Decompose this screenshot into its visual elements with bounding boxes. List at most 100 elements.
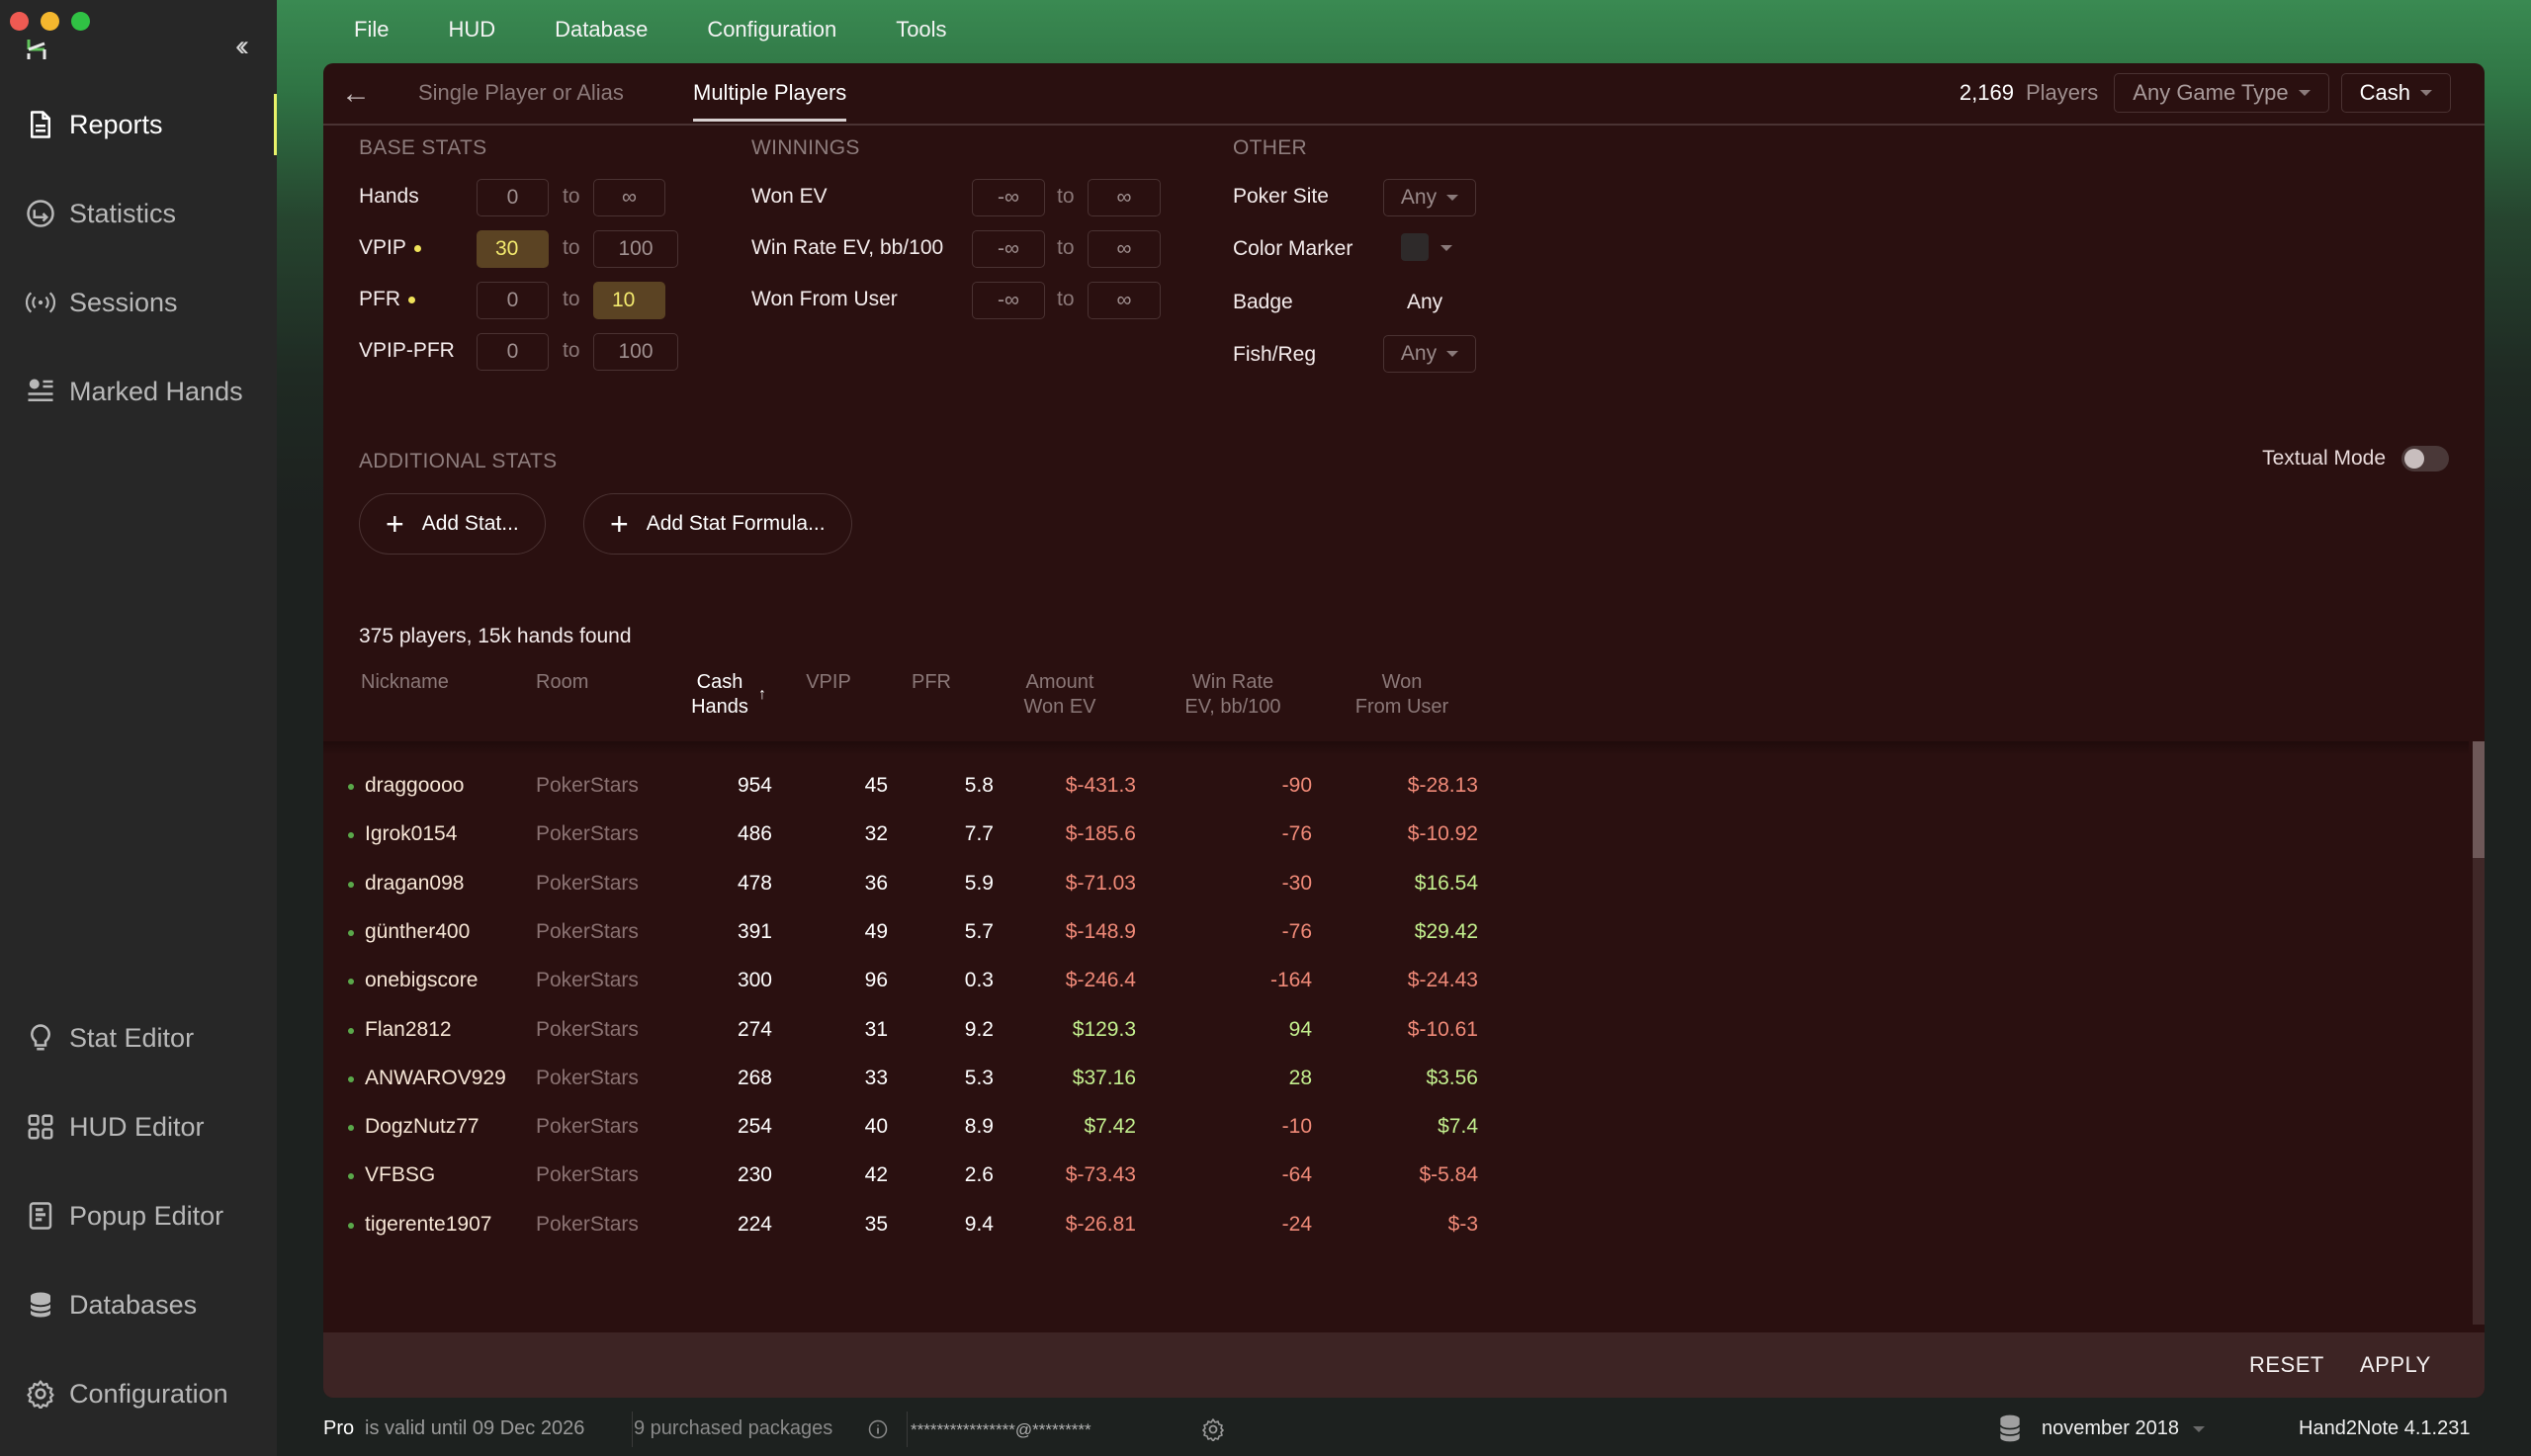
hands-to-input[interactable]: ∞ xyxy=(593,179,665,216)
room-cell: PokerStars xyxy=(536,969,639,992)
pfr-cell: 9.4 xyxy=(964,1212,994,1236)
back-arrow-icon[interactable]: ← xyxy=(341,77,371,110)
tab-single-player[interactable]: Single Player or Alias xyxy=(418,80,624,105)
game-type-dropdown[interactable]: Any Game Type xyxy=(2114,73,2329,113)
divider xyxy=(632,1412,633,1447)
caret-down-icon xyxy=(1440,245,1452,251)
won-from-user-cell: $7.4 xyxy=(1438,1115,1478,1139)
table-row[interactable]: günther400 PokerStars 391 49 5.7 $-148.9 -76 $2… xyxy=(323,907,1806,956)
sidebar-item-sessions[interactable]: Sessions xyxy=(0,270,277,335)
column-header-cash-hands[interactable]: Cash Hands xyxy=(685,670,754,720)
badge-selector[interactable]: Any xyxy=(1407,291,1443,313)
color-marker-label: Color Marker xyxy=(1233,237,1353,260)
table-row[interactable]: Igrok0154 PokerStars 486 32 7.7 $-185.6 -76 $-1… xyxy=(323,810,1806,858)
statistics-icon xyxy=(27,200,54,227)
column-header-win-rate[interactable]: Win Rate EV, bb/100 xyxy=(1174,670,1292,720)
vpip-cell: 45 xyxy=(864,774,888,797)
column-header-room[interactable]: Room xyxy=(536,670,588,695)
table-row[interactable]: dragan098 PokerStars 478 36 5.9 $-71.03 -30 $16… xyxy=(323,859,1806,907)
tab-multiple-players[interactable]: Multiple Players xyxy=(693,80,847,122)
table-row[interactable]: ANWAROV929 PokerStars 268 33 5.3 $37.16 28 $3.5… xyxy=(323,1054,1806,1102)
table-row[interactable]: DogzNutz77 PokerStars 254 40 8.9 $7.42 -10 $7.4 xyxy=(323,1102,1806,1151)
add-stat-button[interactable]: + Add Stat... xyxy=(359,493,546,555)
sidebar-item-stat-editor[interactable]: Stat Editor xyxy=(0,1005,277,1071)
pfr-cell: 5.7 xyxy=(964,919,994,943)
minimize-window-button[interactable] xyxy=(41,12,59,31)
table-row[interactable]: tigerente1907 PokerStars 224 35 9.4 $-26.81 -2… xyxy=(323,1200,1806,1248)
close-window-button[interactable] xyxy=(10,12,29,31)
won-ev-from-input[interactable]: -∞ xyxy=(972,179,1045,216)
collapse-sidebar-button[interactable]: ‹‹ xyxy=(235,30,249,62)
won-from-user-from-input[interactable]: -∞ xyxy=(972,282,1045,319)
poker-site-dropdown[interactable]: Any xyxy=(1383,179,1476,216)
table-row[interactable]: VFBSG PokerStars 230 42 2.6 $-73.43 -64 $-5.84 xyxy=(323,1151,1806,1199)
sidebar-item-configuration[interactable]: Configuration xyxy=(0,1361,277,1426)
won-ev-to-input[interactable]: ∞ xyxy=(1088,179,1161,216)
hands-from-input[interactable]: 0 xyxy=(477,179,549,216)
room-cell: PokerStars xyxy=(536,1066,639,1089)
account-settings-gear-icon[interactable] xyxy=(1201,1417,1225,1441)
add-stat-formula-button[interactable]: + Add Stat Formula... xyxy=(583,493,852,555)
account-email: ****************@********* xyxy=(911,1420,1091,1439)
pfr-to-input[interactable]: 10 xyxy=(593,282,665,319)
database-selector[interactable]: november 2018 xyxy=(2042,1417,2205,1440)
caret-down-icon xyxy=(1446,195,1459,201)
room-cell: PokerStars xyxy=(536,822,639,846)
column-header-amount-won-ev[interactable]: Amount Won EV xyxy=(1015,670,1104,720)
table-row[interactable]: draggoooo PokerStars 954 45 5.8 $-431.3 -90 $-2… xyxy=(323,761,1806,810)
online-dot-icon xyxy=(348,832,354,839)
table-row[interactable]: Flan2812 PokerStars 274 31 9.2 $129.3 94 $-10.6… xyxy=(323,1005,1806,1054)
sidebar-item-statistics[interactable]: Statistics xyxy=(0,181,277,246)
cash-mode-dropdown[interactable]: Cash xyxy=(2340,73,2451,113)
info-icon[interactable] xyxy=(868,1419,888,1439)
table-scrollbar-thumb[interactable] xyxy=(2473,741,2485,858)
win-rate-cell: -64 xyxy=(1281,1163,1312,1187)
apply-button[interactable]: APPLY xyxy=(2360,1352,2431,1377)
vpip-from-input[interactable]: 30 xyxy=(477,230,549,268)
sidebar-item-label: Reports xyxy=(69,109,163,139)
sidebar-item-marked-hands[interactable]: Marked Hands xyxy=(0,359,277,424)
column-header-pfr[interactable]: PFR xyxy=(910,670,953,695)
vpip-to-input[interactable]: 100 xyxy=(593,230,678,268)
sidebar-item-label: Databases xyxy=(69,1289,198,1320)
reports-panel: ← Single Player or Alias Multiple Player… xyxy=(323,63,2485,1398)
win-rate-to-input[interactable]: ∞ xyxy=(1088,230,1161,268)
column-header-nickname[interactable]: Nickname xyxy=(361,670,449,695)
zoom-window-button[interactable] xyxy=(71,12,90,31)
sidebar-item-reports[interactable]: Reports xyxy=(0,92,277,157)
amount-won-ev-cell: $-431.3 xyxy=(1065,774,1136,797)
textual-mode-control: Textual Mode xyxy=(2262,446,2449,471)
menu-configuration[interactable]: Configuration xyxy=(707,17,837,42)
online-dot-icon xyxy=(348,1222,354,1229)
table-row[interactable]: onebigscore PokerStars 300 96 0.3 $-246.4 -164… xyxy=(323,956,1806,1004)
table-scrollbar[interactable] xyxy=(2473,741,2485,1325)
pfr-from-input[interactable]: 0 xyxy=(477,282,549,319)
sidebar-item-hud-editor[interactable]: HUD Editor xyxy=(0,1094,277,1159)
license-validity: is valid until 09 Dec 2026 xyxy=(365,1417,585,1439)
sidebar-item-popup-editor[interactable]: Popup Editor xyxy=(0,1183,277,1248)
column-header-won-from-user[interactable]: Won From User xyxy=(1348,670,1456,720)
vpip-pfr-to-input[interactable]: 100 xyxy=(593,333,678,371)
color-marker-picker[interactable] xyxy=(1401,233,1460,263)
nickname-cell: VFBSG xyxy=(365,1163,436,1187)
poker-site-value: Any xyxy=(1400,186,1438,209)
reset-button[interactable]: RESET xyxy=(2249,1352,2324,1377)
won-from-user-to-input[interactable]: ∞ xyxy=(1088,282,1161,319)
menu-tools[interactable]: Tools xyxy=(896,17,947,42)
vpip-pfr-from-input[interactable]: 0 xyxy=(477,333,549,371)
nickname-cell: onebigscore xyxy=(365,969,479,992)
room-cell: PokerStars xyxy=(536,871,639,895)
column-label-line1: Won xyxy=(1381,671,1423,693)
menu-database[interactable]: Database xyxy=(555,17,649,42)
column-header-vpip[interactable]: VPIP xyxy=(804,670,853,695)
menu-file[interactable]: File xyxy=(354,17,390,42)
sidebar: ‹‹ Reports Statistics Sessions Marked Ha… xyxy=(0,0,277,1456)
win-rate-from-input[interactable]: -∞ xyxy=(972,230,1045,268)
nickname-cell: günther400 xyxy=(365,919,471,943)
menu-hud[interactable]: HUD xyxy=(448,17,496,42)
fish-reg-dropdown[interactable]: Any xyxy=(1383,335,1476,373)
won-from-user-cell: $29.42 xyxy=(1414,919,1478,943)
sidebar-item-databases[interactable]: Databases xyxy=(0,1272,277,1337)
sidebar-item-label: Statistics xyxy=(69,198,177,228)
textual-mode-toggle[interactable] xyxy=(2401,446,2449,471)
